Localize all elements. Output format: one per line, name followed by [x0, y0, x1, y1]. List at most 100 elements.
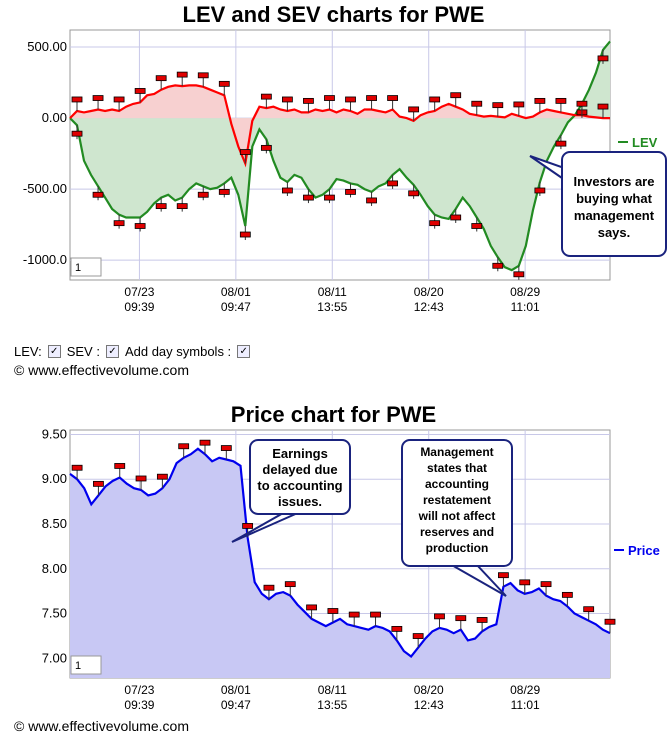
callout-text-line: delayed due — [262, 462, 337, 477]
day-symbol — [366, 95, 377, 101]
day-symbol — [178, 443, 190, 450]
day-symbol — [282, 187, 293, 194]
callout-text-line: issues. — [278, 494, 322, 509]
day-symbol — [306, 604, 317, 611]
day-symbol — [135, 475, 147, 482]
series-area — [70, 85, 610, 164]
day-symbol — [471, 100, 483, 107]
x-tick-date: 08/11 — [318, 285, 347, 299]
series-line — [69, 84, 610, 168]
day-symbol — [345, 189, 356, 195]
callout-text-line: restatement — [423, 493, 491, 507]
day-symbol — [113, 220, 125, 227]
day-symbol — [576, 100, 588, 107]
day-symbol — [450, 92, 462, 99]
page-indicator-box — [70, 655, 102, 675]
day-symbol — [113, 96, 125, 103]
chart2-title: Price chart for PWE — [230, 402, 437, 427]
day-symbol — [604, 618, 616, 625]
day-symbol — [260, 93, 272, 100]
callout-box — [401, 439, 513, 567]
x-tick-date: 07/23 — [124, 683, 154, 697]
x-tick-date: 08/29 — [510, 683, 540, 697]
day-symbol — [498, 572, 509, 579]
day-symbol — [282, 96, 293, 103]
x-tick-date: 08/20 — [414, 285, 444, 299]
day-symbol — [218, 189, 230, 195]
day-symbols-checkbox[interactable]: ✓ — [237, 345, 251, 358]
callout-management: Management states that accounting restateme… — [401, 439, 513, 597]
day-symbol — [492, 102, 504, 109]
callout-text-line: production — [426, 541, 489, 555]
day-symbol — [260, 144, 272, 151]
day-symbol — [327, 608, 339, 614]
day-symbol — [387, 180, 398, 187]
day-symbol — [476, 617, 488, 623]
y-tick-label: 9.00 — [42, 471, 67, 486]
day-symbol — [284, 581, 296, 588]
sev-label: SEV : — [66, 344, 100, 359]
day-symbol — [534, 97, 546, 104]
day-symbol — [561, 591, 573, 598]
series-area — [70, 448, 610, 678]
day-symbol — [324, 194, 335, 201]
day-symbol — [71, 130, 83, 137]
day-symbol — [114, 463, 126, 469]
day-symbol — [583, 606, 595, 613]
callout-text-line: to accounting — [257, 478, 342, 493]
day-symbol — [134, 88, 146, 94]
day-symbol — [429, 220, 441, 227]
day-symbol — [370, 611, 381, 618]
day-symbol — [93, 480, 104, 487]
callout-text-line: accounting — [425, 477, 489, 491]
day-symbol — [534, 187, 546, 194]
legend-label: Price — [628, 543, 660, 558]
day-symbol — [199, 439, 211, 446]
y-tick-label: -1000.0 — [23, 252, 67, 267]
page-indicator-box — [70, 257, 102, 277]
day-symbol — [348, 611, 360, 618]
callout-text-line: reserves and — [420, 525, 494, 539]
day-symbol — [242, 523, 254, 529]
day-symbol — [197, 72, 209, 79]
x-tick-time: 13:55 — [317, 698, 347, 712]
callout-investors: Investors are buying what management says. — [529, 151, 667, 257]
x-tick-time: 09:47 — [221, 698, 251, 712]
x-tick-time: 11:01 — [511, 698, 540, 712]
day-symbol — [303, 194, 314, 201]
x-tick-date: 08/20 — [414, 683, 444, 697]
chart-controls: LEV: ✓ SEV : ✓ Add day symbols : ✓ — [14, 344, 252, 359]
callout-text-line: buying what — [576, 191, 653, 206]
y-tick-label: 8.50 — [42, 516, 67, 531]
x-tick-date: 07/23 — [124, 285, 154, 299]
y-tick-label: -500.00 — [23, 181, 67, 196]
callout-text-line: management — [574, 208, 655, 223]
lev-checkbox[interactable]: ✓ — [47, 345, 61, 358]
x-tick-time: 12:43 — [414, 698, 444, 712]
y-tick-label: 9.50 — [42, 428, 67, 441]
x-tick-date: 08/11 — [318, 683, 347, 697]
legend-label: LEV — [632, 135, 658, 150]
callout-text-line: states that — [427, 461, 487, 475]
day-symbol — [345, 96, 356, 103]
day-symbol — [220, 445, 232, 451]
sev-checkbox[interactable]: ✓ — [105, 345, 119, 358]
day-symbol — [366, 197, 377, 204]
y-tick-label: 7.00 — [42, 650, 67, 665]
day-symbol — [429, 96, 441, 103]
day-symbol — [540, 581, 552, 588]
x-tick-time: 09:47 — [221, 300, 251, 314]
x-tick-time: 09:39 — [124, 300, 154, 314]
y-tick-label: 8.00 — [42, 561, 67, 576]
day-symbol — [176, 203, 188, 210]
x-tick-time: 13:55 — [317, 300, 347, 314]
x-tick-time: 12:43 — [414, 300, 444, 314]
day-symbol — [155, 203, 167, 210]
callout-box — [249, 439, 351, 515]
y-tick-label: 0.00 — [42, 110, 67, 125]
callout-text-line: Earnings — [272, 446, 328, 461]
callout-text-line: Investors are — [574, 174, 655, 189]
day-symbol — [555, 140, 567, 147]
